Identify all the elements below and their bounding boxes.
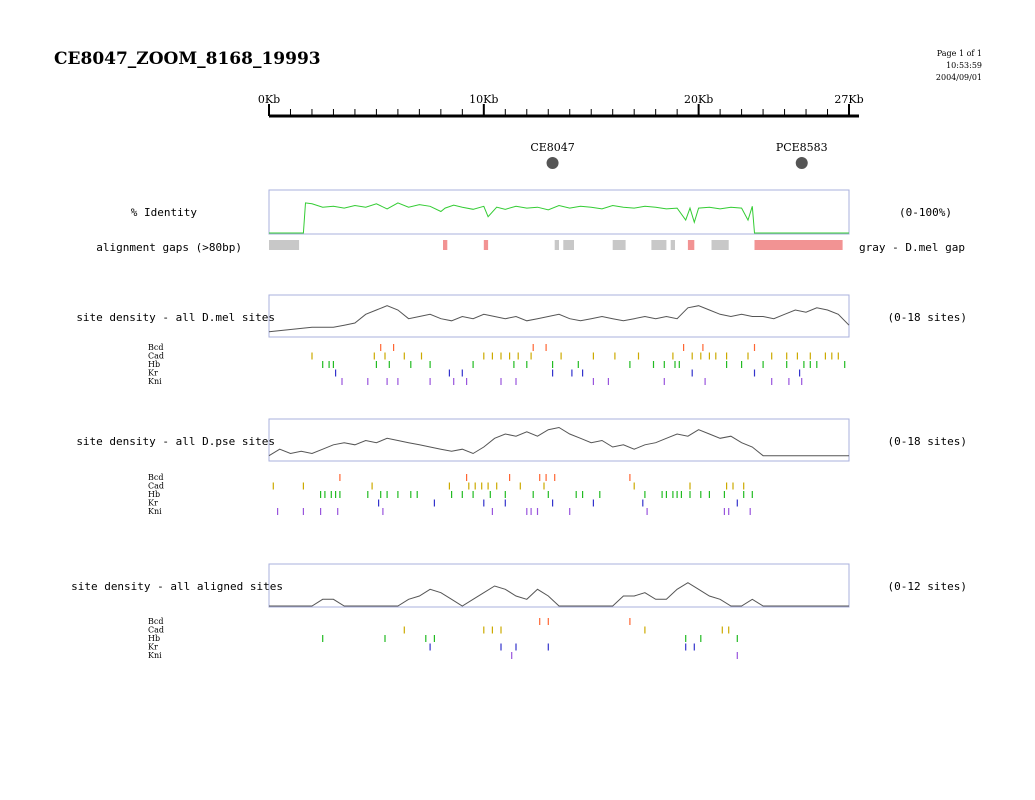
track-label: Kr [148, 499, 158, 508]
track-label: Cad [148, 352, 164, 361]
gap-segment [483, 240, 489, 250]
aligned-density-line [269, 582, 849, 607]
track-label: Hb [148, 490, 160, 499]
gap-segment [711, 240, 729, 250]
marker-dot [795, 157, 808, 169]
track-label: Kni [148, 651, 162, 660]
gap-segment [563, 240, 574, 250]
gap-segment [269, 240, 300, 250]
kb-ruler: 0Kb 10Kb 20Kb 27Kb [258, 93, 864, 118]
track-label: Kr [148, 643, 158, 652]
gap-segment [443, 240, 448, 250]
identity-range-label: (0-100%) [899, 206, 952, 219]
aligned-density-range: (0-12 sites) [888, 580, 967, 593]
dmel-density-range: (0-18 sites) [888, 311, 967, 324]
element-markers: CE8047 PCE8583 [530, 141, 828, 169]
track-label: Kni [148, 507, 162, 516]
gap-segment [754, 240, 843, 250]
identity-label: % Identity [131, 206, 198, 219]
alignment-gaps-label: alignment gaps (>80bp) [96, 241, 242, 254]
dmel-density-line [268, 305, 850, 333]
page-title: CE8047_ZOOM_8168_19993 [54, 49, 321, 69]
gap-segment [670, 240, 675, 250]
track-label: Kr [148, 369, 158, 378]
gap-segment [554, 240, 559, 250]
ruler-tick-label: 0Kb [258, 93, 280, 106]
identity-panel [268, 189, 850, 235]
track-label: Bcd [148, 343, 163, 352]
marker-label: PCE8583 [776, 141, 828, 154]
track-label: Bcd [148, 473, 163, 482]
track-label: Kni [148, 377, 162, 386]
ruler-tick-label: 27Kb [834, 93, 863, 106]
track-label: Cad [148, 482, 164, 491]
dpse-density-panel [268, 418, 850, 462]
dmel-density-panel [268, 294, 850, 338]
dpse-density-label: site density - all D.pse sites [76, 435, 275, 448]
gap-legend-text: gray - D.mel gap [859, 241, 965, 254]
ruler-tick-label: 20Kb [684, 93, 713, 106]
dpse-density-line [268, 426, 849, 457]
page-info: Page 1 of 1 [937, 49, 982, 58]
aligned-density-label: site density - all aligned sites [71, 580, 283, 593]
track-label: Hb [148, 360, 160, 369]
track-label: Bcd [148, 617, 163, 626]
aligned-density-panel [268, 563, 850, 608]
print-time: 10:53:59 [946, 61, 982, 70]
gap-segment [612, 240, 626, 250]
track-label: Hb [148, 634, 160, 643]
dpse-density-range: (0-18 sites) [888, 435, 967, 448]
track-label: Cad [148, 626, 164, 635]
gap-segment [687, 240, 695, 250]
ruler-tick-label: 10Kb [469, 93, 498, 106]
dmel-density-label: site density - all D.mel sites [76, 311, 275, 324]
marker-dot [546, 157, 559, 169]
gap-segment [651, 240, 667, 250]
identity-series-line [269, 202, 849, 234]
marker-label: CE8047 [530, 141, 574, 154]
alignment-gap-track [269, 240, 843, 250]
print-date: 2004/09/01 [936, 73, 982, 82]
